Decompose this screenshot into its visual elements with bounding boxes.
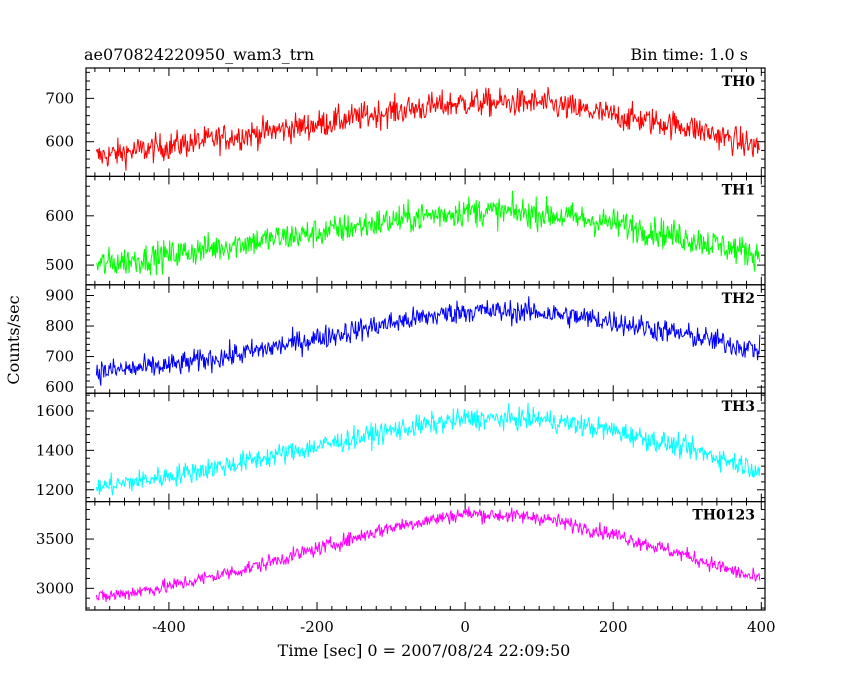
panel-label: TH2 <box>722 291 755 307</box>
y-tick-label: 600 <box>45 133 74 151</box>
panel-th1: 500 600 TH1 <box>45 175 766 286</box>
y-tick-label: 1400 <box>36 441 74 459</box>
x-tick-label: 400 <box>747 618 776 636</box>
chart-title: ae070824220950_wam3_trn <box>84 45 314 64</box>
x-tick-label: -200 <box>300 618 334 636</box>
y-tick-label: 500 <box>45 256 74 274</box>
y-tick-label: 900 <box>45 286 74 304</box>
x-tick-label: -400 <box>152 618 186 636</box>
y-tick-label: 800 <box>45 317 74 335</box>
panel-label: TH0 <box>722 74 756 90</box>
y-tick-label: 1200 <box>36 481 74 499</box>
series-line-th0123 <box>95 506 761 602</box>
panel-frame <box>85 501 766 611</box>
y-tick-label: 700 <box>45 89 74 107</box>
panel-label: TH3 <box>722 399 755 415</box>
y-tick-label: 3500 <box>36 530 74 548</box>
x-tick-label: 200 <box>599 618 628 636</box>
panel-label: TH1 <box>722 182 755 198</box>
y-tick-label: 3000 <box>36 579 74 597</box>
chart-bin-time: Bin time: 1.0 s <box>630 45 748 64</box>
panel-th0: 600 700 TH0 <box>45 67 766 178</box>
x-tick-label: 0 <box>460 618 470 636</box>
series-line-th1 <box>95 190 761 276</box>
y-tick-label: 600 <box>45 378 74 396</box>
series-line-th2 <box>95 296 761 386</box>
panels: 600 700 TH0 500 600 TH1 600 700 800 900 TH2 1200 140… <box>36 67 766 611</box>
panel-th0123: 3000 3500 TH0123 <box>36 501 766 611</box>
x-tick-labels: -400 -200 0 200 400 <box>152 618 776 636</box>
y-tick-label: 700 <box>45 348 74 366</box>
panel-label: TH0123 <box>692 508 755 524</box>
x-axis-label: Time [sec] 0 = 2007/08/24 22:09:50 <box>278 641 571 660</box>
y-axis-label: Counts/sec <box>4 295 23 384</box>
panel-th2: 600 700 800 900 TH2 <box>45 284 766 396</box>
panel-th3: 1200 1400 1600 TH3 <box>36 392 766 503</box>
y-tick-label: 600 <box>45 207 74 225</box>
panel-frame <box>85 392 766 503</box>
series-line-th3 <box>95 402 761 496</box>
series-line-th0 <box>95 87 761 171</box>
y-tick-label: 1600 <box>36 402 74 420</box>
